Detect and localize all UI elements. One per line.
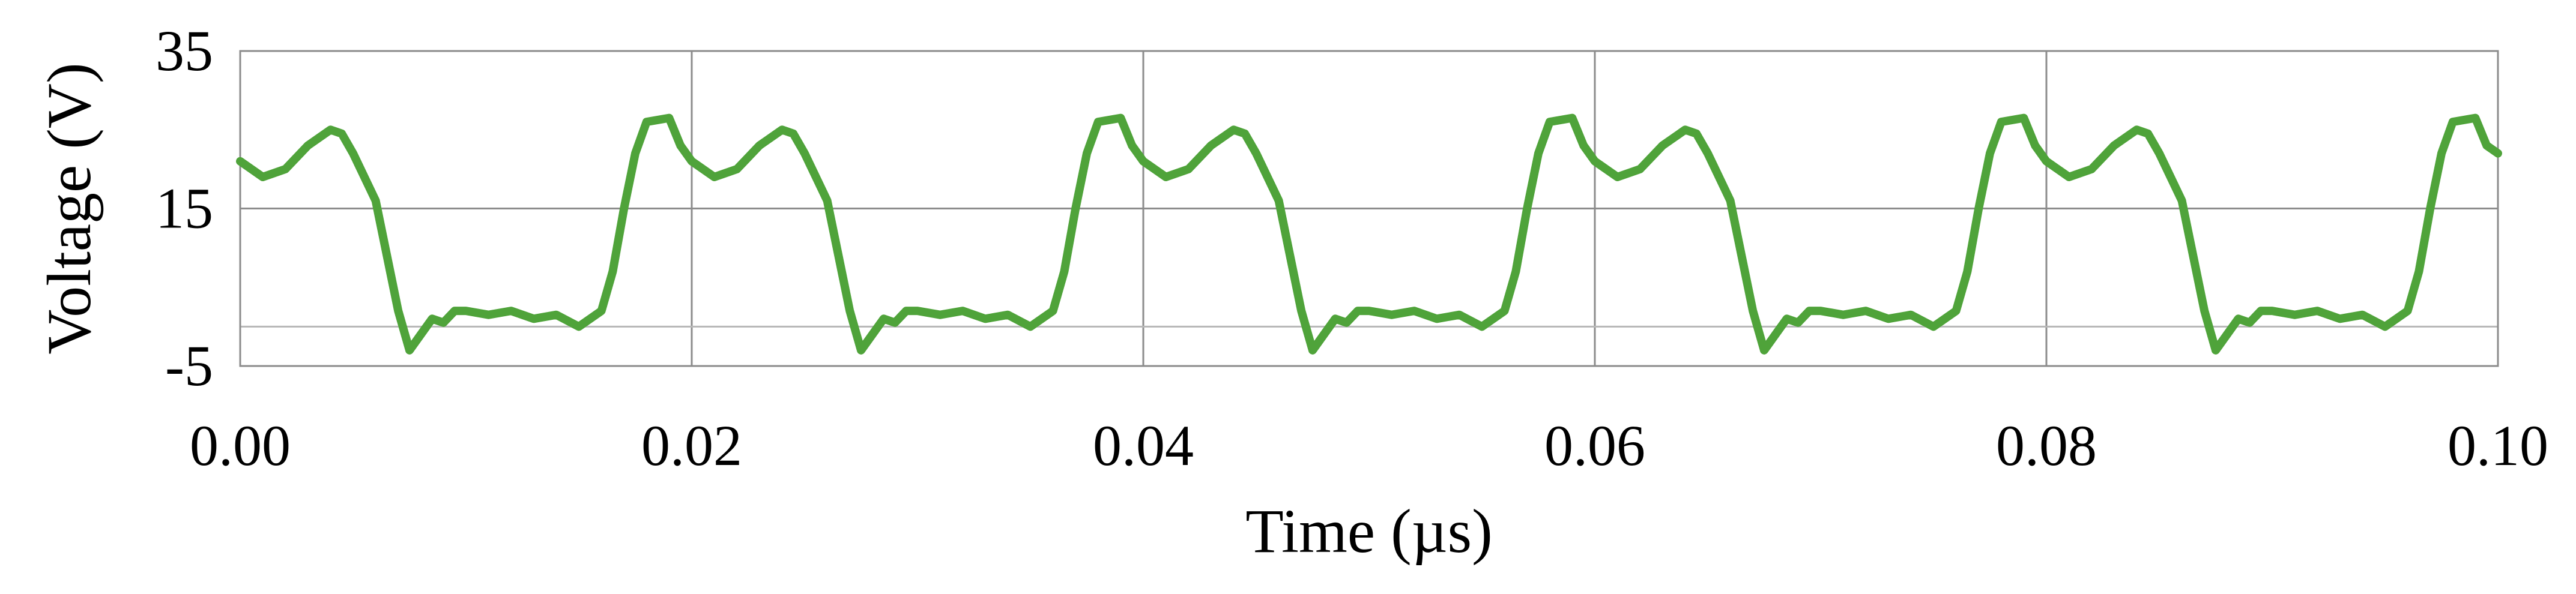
x-tick-label: 0.08 bbox=[1996, 413, 2097, 478]
y-axis-tick-labels: -5 15 35 bbox=[156, 19, 213, 398]
y-tick-label: 15 bbox=[156, 176, 213, 241]
grid-lines bbox=[240, 51, 2498, 366]
plot-area-frame bbox=[239, 50, 2499, 367]
x-tick-label: 0.10 bbox=[2448, 413, 2548, 478]
x-tick-label: 0.06 bbox=[1544, 413, 1645, 478]
voltage-series-line bbox=[236, 113, 2502, 355]
x-tick-label: 0.04 bbox=[1093, 413, 1194, 478]
x-axis-title: Time (µs) bbox=[1245, 497, 1492, 566]
y-tick-label: 35 bbox=[156, 19, 213, 83]
y-axis-title: Voltage (V) bbox=[35, 62, 104, 354]
y-tick-label: -5 bbox=[165, 334, 213, 398]
x-tick-label: 0.02 bbox=[641, 413, 742, 478]
x-axis-tick-labels: 0.00 0.02 0.04 0.06 0.08 0.10 bbox=[190, 413, 2548, 478]
x-tick-label: 0.00 bbox=[190, 413, 291, 478]
